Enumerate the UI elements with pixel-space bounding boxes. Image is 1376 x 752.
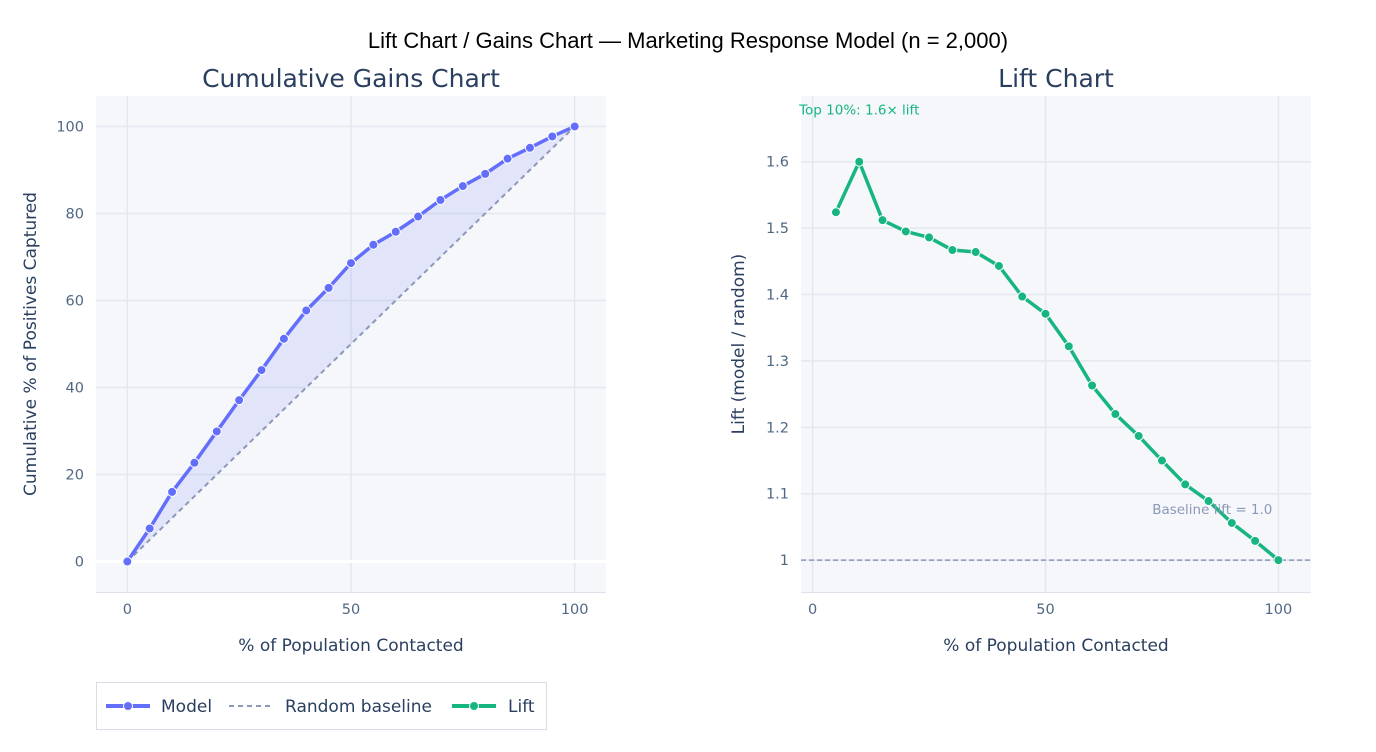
lift-point [1087, 380, 1098, 391]
lift-point [1273, 555, 1284, 566]
gains-y-tick-label: 60 [66, 293, 84, 309]
lift-x-tick-label: 0 [808, 602, 817, 618]
gains-y-tick-label: 20 [66, 468, 84, 484]
legend-lift-marker [469, 701, 479, 711]
lift-chart-title: Lift Chart [998, 64, 1114, 93]
model-point [323, 282, 334, 293]
lift-point [900, 226, 911, 237]
lift-data-marks: Top 10%: 1.6× lift Baseline lift = 1.0 [798, 102, 1311, 566]
gains-y-tick-label: 0 [75, 555, 84, 571]
model-point [256, 365, 267, 376]
lift-point [970, 247, 981, 258]
gains-chart-title: Cumulative Gains Chart [202, 64, 500, 93]
legend-item-model[interactable]: Model [106, 697, 212, 717]
lift-x-tick-label: 100 [1265, 602, 1293, 618]
model-point [189, 457, 200, 468]
lift-chart-panel: Lift Chart Top 10%: 1.6× lift Baseline li… [729, 64, 1311, 656]
lift-y-tick-label: 1.6 [766, 155, 789, 171]
lift-point [1180, 479, 1191, 490]
model-point [569, 121, 580, 132]
lift-point [1203, 496, 1214, 507]
legend-model-marker [123, 701, 133, 711]
lift-point [877, 215, 888, 226]
model-point [435, 194, 446, 205]
lift-point [1040, 308, 1051, 319]
figure-title: Lift Chart / Gains Chart — Marketing Res… [368, 28, 1008, 53]
model-point [524, 142, 535, 153]
gains-y-tick-label: 80 [66, 206, 84, 222]
lift-y-tick-label: 1.5 [766, 221, 789, 237]
lift-point [924, 232, 935, 243]
lift-x-tick-label: 50 [1036, 602, 1054, 618]
lift-y-tick-label: 1.2 [766, 420, 789, 436]
model-point [390, 226, 401, 237]
lift-point [947, 245, 958, 256]
model-point [457, 181, 468, 192]
lift-point [854, 156, 865, 167]
legend-baseline-label: Random baseline [285, 697, 432, 717]
lift-y-tick-label: 1.3 [766, 354, 789, 370]
lift-point [993, 260, 1004, 271]
lift-point [830, 207, 841, 218]
model-point [502, 153, 513, 164]
lift-plot-area [801, 96, 1311, 592]
model-point [278, 333, 289, 344]
gains-x-tick-label: 0 [123, 602, 132, 618]
gains-y-tick-label: 100 [56, 119, 84, 135]
gains-data-marks [122, 121, 580, 567]
lift-point [1250, 535, 1261, 546]
baseline-lift-annotation: Baseline lift = 1.0 [1152, 502, 1272, 518]
gains-x-tick-label: 50 [342, 602, 360, 618]
model-point [413, 211, 424, 222]
model-point [547, 131, 558, 142]
lift-point [1063, 341, 1074, 352]
gains-tick-labels: 0 50 100 0 20 40 60 80 100 [56, 119, 588, 618]
top-10-lift-annotation: Top 10%: 1.6× lift [798, 102, 919, 118]
legend-item-lift[interactable]: Lift [452, 697, 535, 717]
legend-item-random-baseline[interactable]: Random baseline [229, 697, 432, 717]
legend-model-label: Model [161, 697, 212, 717]
legend[interactable]: Model Random baseline Lift [96, 682, 547, 730]
model-point [368, 239, 379, 250]
lift-y-tick-label: 1.4 [766, 288, 789, 304]
model-point [234, 395, 245, 406]
lift-point [1226, 517, 1237, 528]
gains-chart-panel: Cumulative Gains Chart 0 50 100 0 20 40 60 80 10… [21, 64, 606, 656]
model-point [211, 426, 222, 437]
lift-tick-labels: 0 50 100 1 1.1 1.2 1.3 1.4 1.5 1.6 [766, 155, 1292, 618]
model-point [346, 258, 356, 269]
model-point [167, 486, 178, 497]
gains-y-tick-label: 40 [66, 381, 84, 397]
model-point [122, 556, 133, 567]
gains-gridlines [96, 96, 606, 593]
model-point [301, 305, 312, 316]
lift-point [1017, 291, 1028, 302]
lift-x-axis-title: % of Population Contacted [943, 636, 1168, 656]
lift-y-axis-title: Lift (model / random) [729, 254, 749, 435]
gains-x-axis-title: % of Population Contacted [238, 636, 463, 656]
gains-y-axis-title: Cumulative % of Positives Captured [21, 192, 41, 496]
model-point [480, 168, 491, 179]
lift-y-tick-label: 1 [780, 553, 789, 569]
lift-point [1110, 409, 1121, 420]
legend-lift-label: Lift [508, 697, 535, 717]
lift-point [1156, 455, 1167, 466]
model-point [144, 523, 155, 534]
gains-x-tick-label: 100 [561, 602, 589, 618]
lift-point [1133, 430, 1144, 441]
lift-y-tick-label: 1.1 [766, 487, 789, 503]
